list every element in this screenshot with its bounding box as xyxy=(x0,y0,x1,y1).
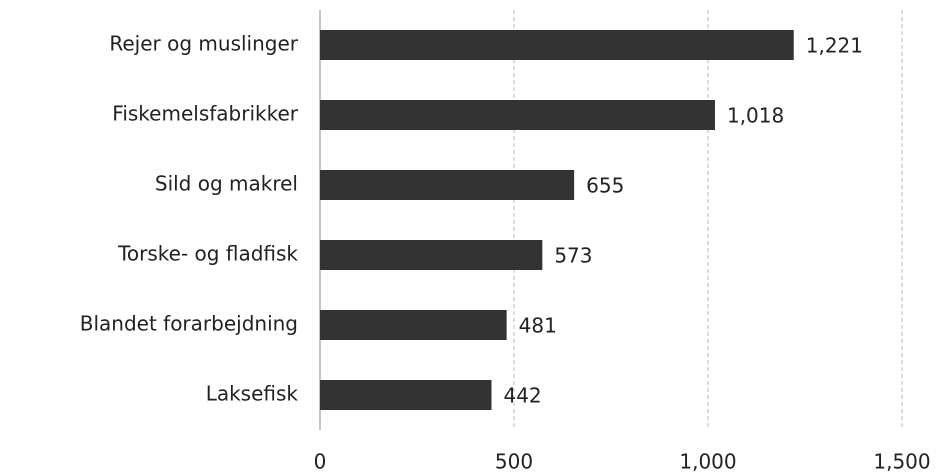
y-tick-label: Torske- og fladfisk xyxy=(117,242,298,266)
data-label: 655 xyxy=(586,174,624,198)
data-label: 481 xyxy=(519,314,557,338)
x-tick-label: 1,500 xyxy=(873,450,930,474)
bar xyxy=(320,310,507,340)
data-label: 442 xyxy=(503,384,541,408)
y-tick-label: Sild og makrel xyxy=(155,172,298,196)
data-label: 1,221 xyxy=(806,34,863,58)
x-tick-label: 0 xyxy=(314,450,327,474)
bar xyxy=(320,240,543,270)
y-tick-label: Laksefisk xyxy=(206,382,299,406)
bar xyxy=(320,100,715,130)
data-label: 573 xyxy=(554,244,592,268)
bar xyxy=(320,380,492,410)
bar xyxy=(320,170,575,200)
x-tick-label: 1,000 xyxy=(679,450,736,474)
y-tick-label: Rejer og muslinger xyxy=(109,32,298,56)
x-tick-label: 500 xyxy=(495,450,533,474)
data-label: 1,018 xyxy=(727,104,784,128)
y-tick-label: Fiskemelsfabrikker xyxy=(112,102,298,126)
y-tick-label: Blandet forarbejdning xyxy=(80,312,298,336)
bar xyxy=(320,30,794,60)
